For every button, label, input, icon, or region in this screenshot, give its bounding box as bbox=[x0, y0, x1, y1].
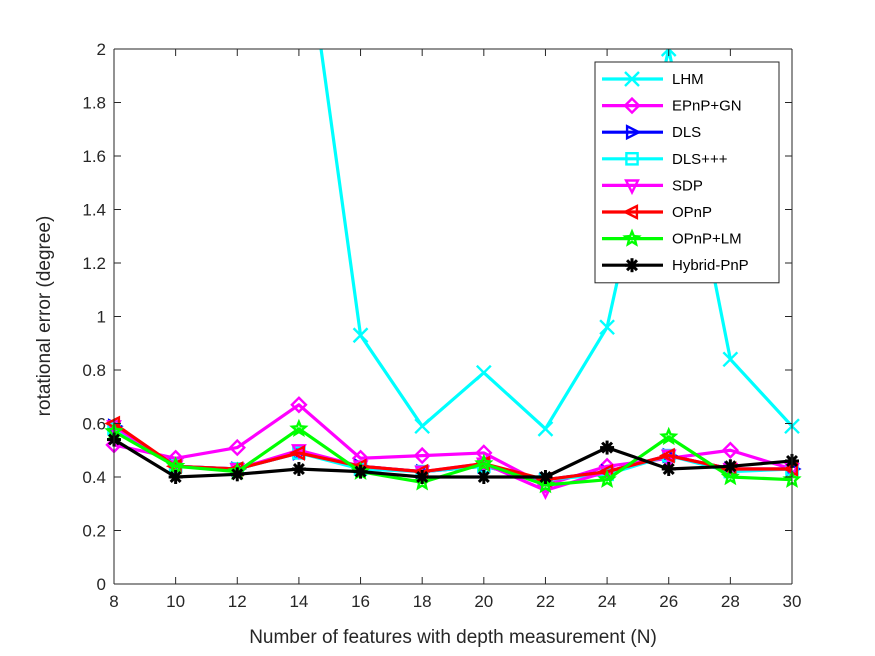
legend: LHM EPnP+GN DLS DLS+++ SDP OPnP OPnP+LM Hybrid-… bbox=[594, 61, 780, 284]
data-point-opnp-lm-28 bbox=[720, 466, 740, 486]
y-tick-label: 0.8 bbox=[82, 361, 106, 380]
data-point-hybrid-pnp-22 bbox=[538, 470, 553, 484]
series-line-opnp bbox=[113, 422, 792, 482]
data-point-hybrid-pnp-20 bbox=[476, 470, 491, 484]
y-tick-label: 0.2 bbox=[82, 522, 106, 541]
x-tick-label: 14 bbox=[289, 592, 308, 611]
legend-item-hybrid-pnp: Hybrid-PnP bbox=[602, 257, 749, 274]
x-tick-label: 18 bbox=[413, 592, 432, 611]
data-point-epnp-gn-18 bbox=[413, 446, 431, 465]
legend-item-epnp-gn: EPnP+GN bbox=[602, 96, 742, 115]
legend-item-dls: DLS bbox=[602, 124, 701, 141]
x-tick-label: 22 bbox=[536, 592, 555, 611]
data-point-lhm-16 bbox=[352, 327, 369, 344]
data-point-opnp-14 bbox=[289, 445, 306, 461]
legend-label: OPnP bbox=[672, 204, 712, 221]
data-point-hybrid-pnp-12 bbox=[230, 467, 245, 482]
data-point-lhm-18 bbox=[414, 418, 431, 435]
y-tick-label: 1.6 bbox=[82, 147, 106, 166]
y-tick-label: 2 bbox=[97, 40, 106, 59]
legend-item-sdp: SDP bbox=[602, 177, 703, 196]
data-point-opnp-lm-14 bbox=[289, 418, 309, 438]
y-tick-label: 0.4 bbox=[82, 468, 106, 487]
y-tick-label: 1 bbox=[97, 308, 106, 327]
data-point-epnp-gn-12 bbox=[228, 438, 246, 457]
x-tick-label: 16 bbox=[351, 592, 370, 611]
legend-label: OPnP+LM bbox=[672, 231, 742, 248]
data-point-lhm-20 bbox=[475, 364, 492, 381]
x-tick-label: 8 bbox=[109, 592, 118, 611]
x-tick-label: 12 bbox=[228, 592, 247, 611]
data-point-lhm-28 bbox=[722, 351, 739, 368]
legend-item-opnp: OPnP bbox=[602, 204, 712, 221]
series-layer bbox=[104, 49, 802, 501]
data-point-hybrid-pnp-28 bbox=[723, 459, 738, 474]
data-point-opnp-26 bbox=[659, 447, 675, 464]
legend-label: DLS+++ bbox=[672, 151, 728, 168]
legend-box bbox=[594, 61, 780, 284]
legend-marker bbox=[624, 179, 640, 196]
y-tick-label: 0.6 bbox=[82, 415, 106, 434]
data-point-opnp-lm-10 bbox=[166, 456, 186, 475]
legend-label: Hybrid-PnP bbox=[672, 257, 749, 274]
legend-marker bbox=[625, 151, 639, 166]
data-point-opnp-lm-20 bbox=[474, 453, 494, 472]
legend-marker bbox=[625, 258, 639, 273]
y-tick-label: 0 bbox=[97, 575, 106, 594]
y-axis-label: rotational error (degree) bbox=[34, 216, 55, 417]
legend-label: LHM bbox=[672, 71, 704, 88]
data-point-opnp-lm-26 bbox=[659, 426, 679, 446]
axes-layer: 8 10 12 14 16 18 20 22 24 26 28 30 0 0.2 0.4 0.6 0.8 1 1.2… bbox=[82, 40, 801, 611]
data-point-hybrid-pnp-10 bbox=[168, 470, 183, 484]
data-point-epnp-gn-28 bbox=[721, 441, 740, 459]
legend-marker bbox=[622, 228, 642, 247]
data-point-hybrid-pnp-14 bbox=[291, 461, 306, 476]
y-tick-label: 1.2 bbox=[82, 254, 106, 273]
data-point-hybrid-pnp-26 bbox=[661, 461, 676, 476]
data-point-lhm-22 bbox=[537, 421, 554, 437]
series-line-hybrid-pnp bbox=[113, 438, 793, 479]
data-point-hybrid-pnp-18 bbox=[415, 470, 430, 484]
y-tick-label: 1.8 bbox=[82, 94, 106, 113]
data-point-lhm-26 bbox=[660, 49, 677, 57]
series-hybrid-pnp bbox=[107, 432, 799, 484]
legend-label: DLS bbox=[672, 124, 701, 141]
legend-label: EPnP+GN bbox=[672, 98, 742, 115]
legend-marker bbox=[624, 71, 640, 87]
legend-item-lhm: LHM bbox=[602, 71, 704, 88]
x-tick-label: 10 bbox=[166, 592, 185, 611]
data-point-lhm-24 bbox=[599, 319, 615, 336]
data-point-opnp-lm-24 bbox=[597, 469, 617, 488]
data-point-epnp-gn-14 bbox=[290, 396, 308, 414]
x-tick-label: 28 bbox=[721, 592, 740, 611]
series-line-opnp-lm bbox=[113, 427, 793, 487]
legend-item-opnp-lm: OPnP+LM bbox=[602, 228, 742, 248]
legend-marker bbox=[623, 96, 641, 115]
legend-item-dls: DLS+++ bbox=[602, 151, 728, 168]
data-point-hybrid-pnp-24 bbox=[600, 440, 615, 455]
legend-label: SDP bbox=[672, 177, 703, 194]
x-axis-label: Number of features with depth measuremen… bbox=[249, 627, 657, 648]
legend-marker bbox=[625, 124, 642, 141]
legend-marker bbox=[622, 204, 639, 220]
data-point-opnp-lm-22 bbox=[535, 474, 556, 494]
x-tick-label: 24 bbox=[598, 592, 617, 611]
x-tick-label: 20 bbox=[474, 592, 493, 611]
x-tick-label: 30 bbox=[783, 592, 802, 611]
x-tick-label: 26 bbox=[659, 592, 678, 611]
y-tick-label: 1.4 bbox=[82, 201, 106, 220]
data-point-hybrid-pnp-16 bbox=[353, 464, 368, 479]
